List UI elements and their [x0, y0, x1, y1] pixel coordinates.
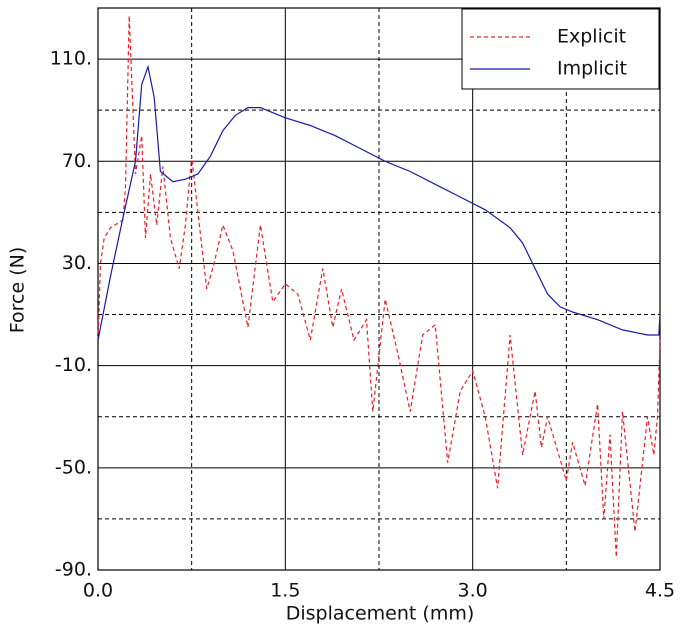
y-tick-label: -10. — [55, 354, 92, 376]
x-tick-label: 4.5 — [645, 580, 675, 602]
data-line — [97, 15, 661, 558]
data-line — [97, 64, 661, 341]
plot-frame — [97, 7, 661, 571]
legend-label: Explicit — [557, 26, 626, 48]
y-tick-label: 70. — [62, 150, 92, 172]
x-tick-label: 1.5 — [270, 580, 300, 602]
y-axis-label: Force (N) — [7, 247, 29, 333]
x-tick-label: 3.0 — [458, 580, 488, 602]
legend-box — [461, 8, 660, 90]
y-tick-label: -90. — [55, 559, 92, 581]
x-tick-label: 0.0 — [83, 580, 113, 602]
legend-label: Implicit — [557, 58, 627, 80]
x-axis-label: Displacement (mm) — [286, 603, 475, 625]
y-tick-label: 30. — [62, 252, 92, 274]
y-tick-label: 110. — [50, 48, 92, 70]
y-tick-label: -50. — [55, 456, 92, 478]
